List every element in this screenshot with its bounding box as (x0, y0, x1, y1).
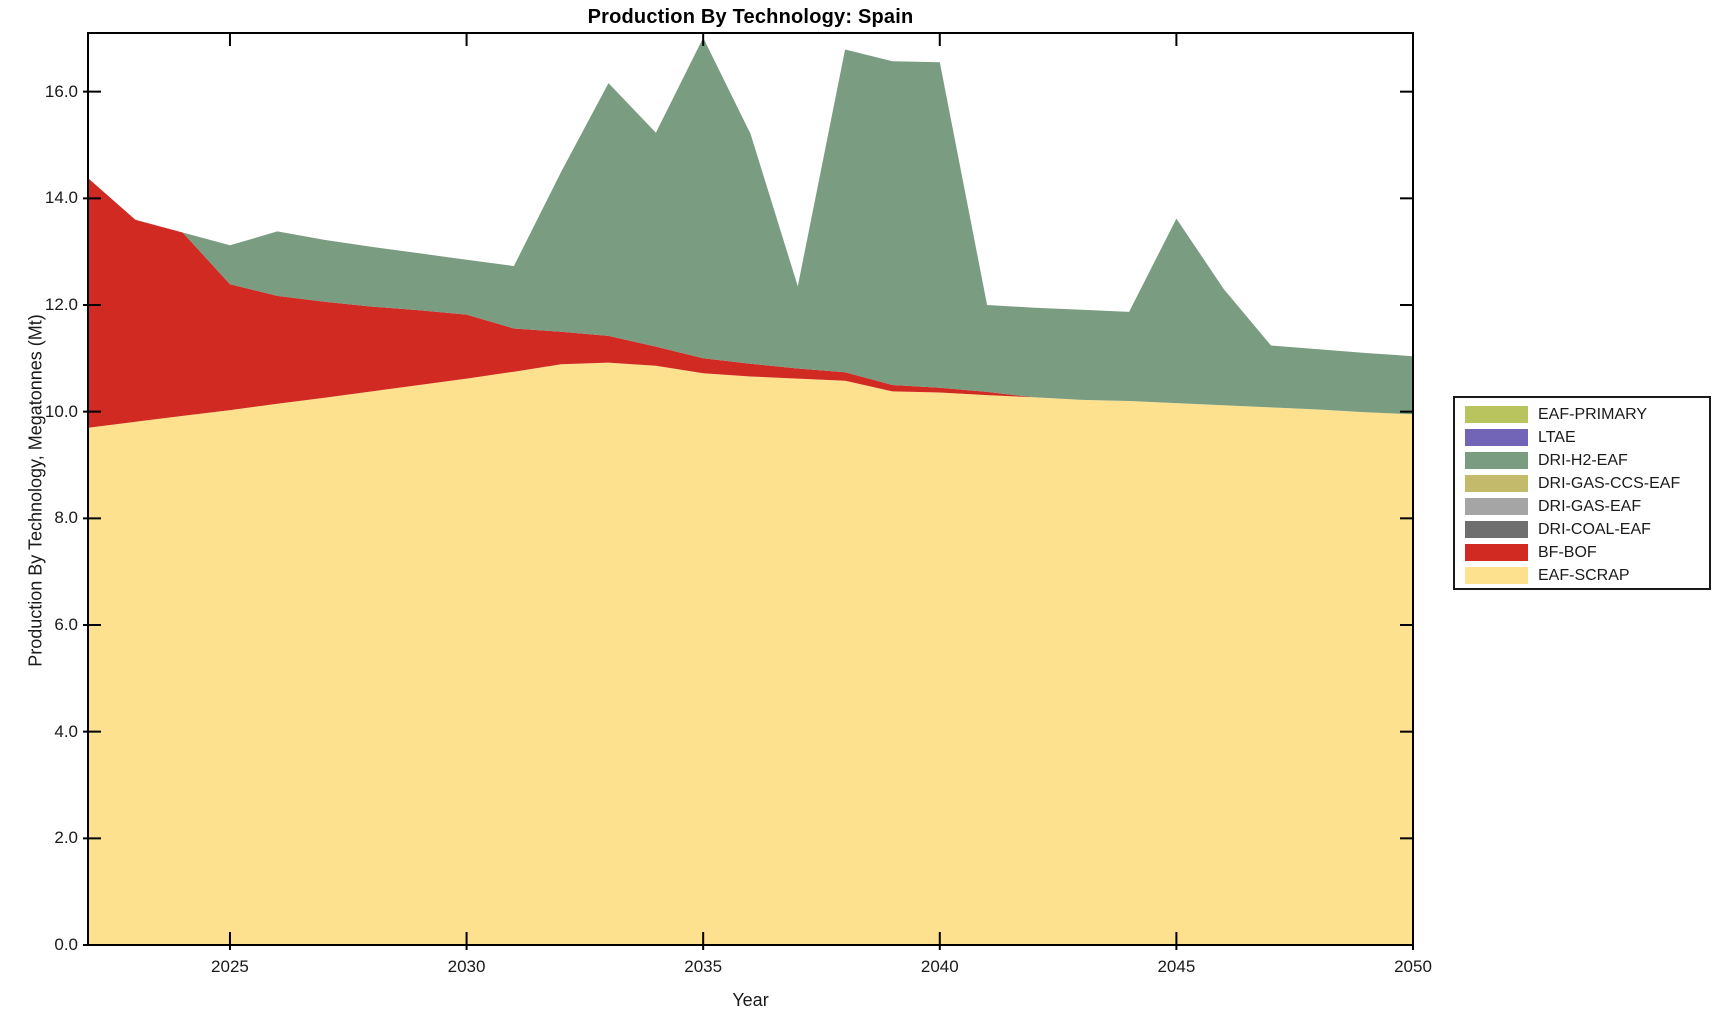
legend-label: DRI-H2-EAF (1538, 451, 1628, 469)
legend-label: LTAE (1538, 428, 1576, 446)
chart-title: Production By Technology: Spain (587, 6, 914, 28)
area-dri-h2-eaf (88, 37, 1413, 415)
y-tick-label: 16.0 (44, 81, 78, 101)
legend-swatch (1465, 406, 1528, 423)
x-tick-label: 2050 (1394, 957, 1432, 976)
legend-label: EAF-SCRAP (1538, 566, 1630, 584)
legend-entry-bf-bof: BF-BOF (1465, 541, 1709, 564)
legend-swatch (1465, 521, 1528, 538)
legend-label: BF-BOF (1538, 543, 1597, 561)
axis-ticks (83, 33, 1414, 950)
legend-swatch (1465, 475, 1528, 492)
x-tick-label: 2030 (447, 957, 486, 976)
legend-entry-dri-h2-eaf: DRI-H2-EAF (1465, 449, 1709, 472)
x-tick-label: 2040 (920, 957, 959, 976)
y-tick-label: 6.0 (54, 615, 78, 634)
legend-swatch (1465, 498, 1528, 515)
legend-rows: EAF-PRIMARY LTAE DRI-H2-EAF DRI-GAS-CCS-EAF… (1465, 403, 1709, 587)
legend-swatch (1465, 544, 1528, 561)
legend-entry-dri-gas-eaf: DRI-GAS-EAF (1465, 495, 1709, 518)
legend-swatch (1465, 429, 1528, 446)
legend-entry-eaf-primary: EAF-PRIMARY (1465, 403, 1709, 426)
legend-entry-dri-gas-ccs-eaf: DRI-GAS-CCS-EAF (1465, 472, 1709, 495)
area-eaf-scrap (88, 362, 1413, 946)
legend-entry-eaf-scrap: EAF-SCRAP (1465, 564, 1709, 587)
y-tick-label: 4.0 (54, 721, 78, 741)
y-tick-label: 0.0 (54, 935, 78, 954)
y-tick-label: 10.0 (44, 401, 78, 421)
legend-swatch (1465, 567, 1528, 584)
plot-border (87, 32, 1414, 946)
legend-entry-dri-coal-eaf: DRI-COAL-EAF (1465, 518, 1709, 541)
legend-entry-ltae: LTAE (1465, 426, 1709, 449)
x-tick-label: 2045 (1157, 957, 1196, 976)
y-tick-label: 2.0 (54, 828, 78, 848)
y-tick-label: 14.0 (44, 188, 78, 208)
legend-label: DRI-COAL-EAF (1538, 520, 1651, 538)
legend-box: EAF-PRIMARY LTAE DRI-H2-EAF DRI-GAS-CCS-EAF… (1453, 396, 1711, 590)
y-axis-label: Production By Technology, Megatonnes (Mt… (25, 314, 46, 667)
area-bf-bof (88, 178, 1413, 428)
legend-label: DRI-GAS-CCS-EAF (1538, 474, 1681, 492)
legend-swatch (1465, 452, 1528, 469)
x-tick-label: 2025 (211, 957, 249, 976)
x-tick-label: 2035 (684, 957, 723, 976)
legend-label: EAF-PRIMARY (1538, 405, 1648, 423)
y-tick-label: 12.0 (44, 295, 78, 314)
chart-areas (88, 37, 1413, 946)
y-tick-label: 8.0 (54, 508, 78, 528)
x-axis-label: Year (732, 990, 769, 1010)
legend-label: DRI-GAS-EAF (1538, 497, 1642, 515)
